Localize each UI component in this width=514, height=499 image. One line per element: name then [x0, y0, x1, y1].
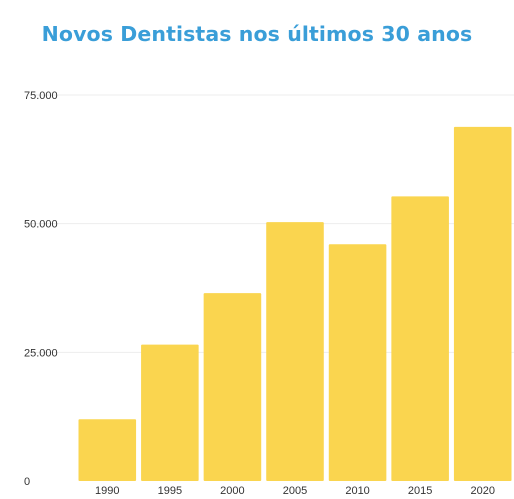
x-tick-label: 2010 [345, 485, 369, 497]
x-tick-label: 1990 [95, 485, 119, 497]
y-axis-ticks: 0 25.000 50.000 75.000 [24, 90, 58, 488]
chart-title: Novos Dentistas nos últimos 30 anos [41, 22, 473, 46]
x-tick-label: 2015 [408, 485, 432, 497]
bar [78, 419, 137, 481]
y-tick-label: 25.000 [24, 347, 58, 359]
y-tick-label: 50.000 [24, 219, 58, 231]
x-axis-ticks: 1990 1995 2000 2005 2010 2015 2020 [95, 485, 495, 497]
x-tick-label: 2020 [470, 485, 494, 497]
bar [328, 244, 387, 481]
bar [453, 126, 512, 481]
bar [266, 222, 324, 481]
x-tick-label: 2000 [220, 485, 244, 497]
bars [78, 126, 512, 481]
bar [391, 196, 449, 481]
bar [203, 293, 262, 481]
bar [141, 344, 199, 481]
y-tick-label: 0 [24, 476, 30, 488]
x-tick-label: 2005 [283, 485, 307, 497]
x-tick-label: 1995 [158, 485, 182, 497]
y-tick-label: 75.000 [24, 90, 58, 102]
